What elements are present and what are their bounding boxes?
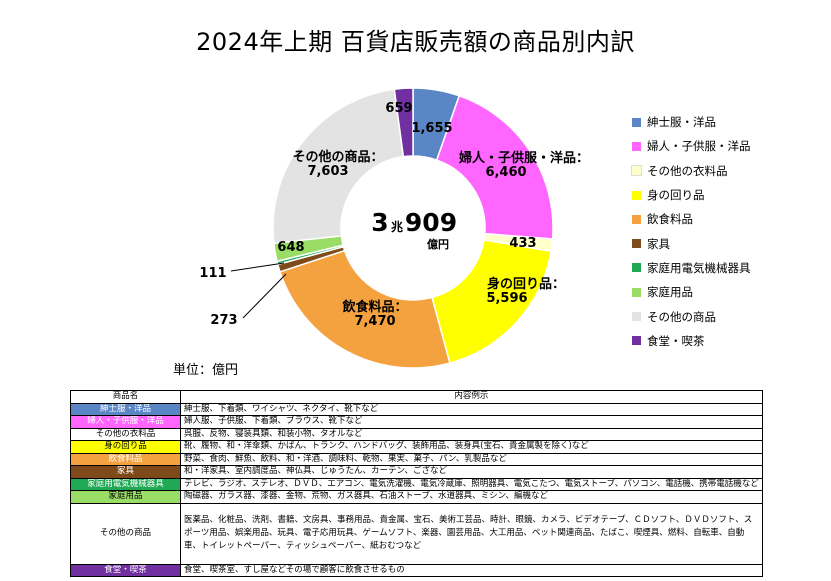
table-cell-description: 野菜、食肉、鮮魚、飲料、和・洋酒、調味料、乾物、果実、菓子、パン、乳製品など — [180, 452, 763, 466]
slice-value-label-5: 273 — [210, 313, 237, 328]
legend-swatch — [632, 117, 641, 127]
table-cell-description: 医薬品、化粧品、洗剤、書籍、文房具、事務用品、貴金属、宝石、美術工芸品、時計、眼… — [180, 502, 763, 565]
legend-item-9: 食堂・喫茶 — [632, 329, 751, 353]
slice-value-label-4: 7,470 — [354, 314, 395, 329]
table-cell-category: 婦人・子供服・洋品 — [70, 415, 181, 429]
slice-name-label-4: 飲食料品： — [341, 299, 407, 315]
table-cell-description: 陶磁器、ガラス器、漆器、金物、荒物、ガス器具、石油ストーブ、水道器具、ミシン、編… — [180, 490, 763, 504]
legend-item-1: 婦人・子供服・洋品 — [632, 134, 751, 158]
table-cell-description: 紳士服、下着類、ワイシャツ、ネクタイ、靴下など — [180, 402, 763, 416]
slice-value-label-7: 648 — [277, 240, 304, 255]
legend-label: 家庭用品 — [647, 285, 693, 300]
table-row: 身の回り品 靴、履物、和・洋傘類、かばん、トランク、ハンドバッグ、装飾用品、装身具… — [70, 440, 763, 454]
data-labels: 1,655婦人・子供服・洋品：6,460433身の回り品：5,596飲食料品：7… — [199, 101, 589, 329]
slice-name-label-3: 身の回り品： — [487, 276, 565, 292]
table-row: 家庭用品 陶磁器、ガラス器、漆器、金物、荒物、ガス器具、石油ストーブ、水道器具、ミ… — [70, 490, 763, 504]
legend-item-0: 紳士服・洋品 — [632, 110, 751, 134]
chart-title: 2024年上期 百貨店販売額の商品別内訳 — [196, 28, 635, 56]
center-total-unit: 億円 — [427, 237, 449, 251]
table-cell-category: 飲食料品 — [70, 452, 181, 466]
donut-slices — [272, 87, 554, 369]
legend-item-5: 家具 — [632, 231, 751, 255]
table-cell-category: 家庭用電気機械器具 — [70, 477, 181, 491]
legend-item-8: その他の商品 — [632, 304, 751, 328]
legend-label: 身の回り品 — [647, 188, 705, 203]
legend-item-3: 身の回り品 — [632, 183, 751, 207]
center-total: 3 兆 909 億円 — [371, 208, 457, 251]
leader-lines — [230, 262, 287, 319]
table-row: その他の商品 医薬品、化粧品、洗剤、書籍、文房具、事務用品、貴金属、宝石、美術工芸… — [70, 502, 763, 565]
table-row: 婦人・子供服・洋品 婦人服、子供服、下着類、ブラウス、靴下など — [70, 415, 763, 429]
slice-value-label-2: 433 — [509, 236, 536, 251]
donut-chart: 1,655婦人・子供服・洋品：6,460433身の回り品：5,596飲食料品：7… — [199, 87, 589, 369]
category-table: 商品名 内容例示 紳士服・洋品 紳士服、下着類、ワイシャツ、ネクタイ、靴下など 婦人… — [70, 390, 763, 577]
table-cell-category: その他の衣料品 — [70, 427, 181, 441]
table-cell-category: 家具 — [70, 465, 181, 479]
slice-8 — [272, 88, 405, 245]
table-row: 紳士服・洋品 紳士服、下着類、ワイシャツ、ネクタイ、靴下など — [70, 402, 763, 416]
legend-item-2: その他の衣料品 — [631, 159, 751, 183]
legend-label: 家具 — [647, 236, 670, 251]
table-cell-description: 靴、履物、和・洋傘類、かばん、トランク、ハンドバッグ、装飾用品、装身具(宝石、貴… — [180, 440, 763, 454]
legend-swatch — [632, 214, 641, 224]
legend-label: 食堂・喫茶 — [647, 333, 705, 348]
slice-4 — [279, 249, 451, 369]
slice-value-label-3: 5,596 — [486, 291, 527, 306]
legend-label: その他の商品 — [647, 309, 716, 324]
slice-value-label-6: 111 — [199, 266, 226, 281]
table-row: 食堂・喫茶 食堂、喫茶室、すし屋などその場で顧客に飲食させるもの — [70, 563, 763, 577]
table-header-name: 商品名 — [70, 390, 181, 404]
legend-label: 婦人・子供服・洋品 — [647, 139, 751, 154]
table-header-row: 商品名 内容例示 — [70, 390, 763, 404]
table-row: 家具 和・洋家具、室内調度品、神仏具、じゅうたん、カーテン、ござなど — [70, 465, 763, 479]
legend-swatch — [632, 141, 641, 151]
table-cell-category: 食堂・喫茶 — [70, 563, 181, 577]
leader-line-5 — [242, 273, 287, 319]
table-cell-category: 家庭用品 — [70, 490, 181, 504]
legend-swatch — [632, 336, 641, 346]
table-cell-description: テレビ、ラジオ、ステレオ、ＤＶＤ、エアコン、電気洗濯機、電気冷蔵庫、照明器具、電… — [180, 477, 763, 491]
center-total-big-a: 3 — [371, 208, 388, 237]
unit-label: 単位：億円 — [173, 363, 239, 378]
legend-swatch — [632, 287, 641, 297]
table-cell-category: 身の回り品 — [70, 440, 181, 454]
slice-name-label-1: 婦人・子供服・洋品： — [458, 150, 589, 166]
legend: 紳士服・洋品婦人・子供服・洋品 その他の衣料品 身の回り品飲食料品家具家庭用電気機械… — [631, 110, 751, 353]
center-total-big-b: 909 — [405, 208, 457, 237]
slice-value-label-9: 659 — [385, 101, 412, 116]
legend-label: 飲食料品 — [647, 212, 693, 227]
slice-value-label-1: 6,460 — [485, 165, 526, 180]
legend-item-6: 家庭用電気機械器具 — [632, 256, 751, 280]
legend-swatch — [632, 263, 641, 273]
legend-item-4: 飲食料品 — [632, 207, 751, 231]
table-cell-description: 和・洋家具、室内調度品、神仏具、じゅうたん、カーテン、ござなど — [180, 465, 763, 479]
legend-label: その他の衣料品 — [647, 163, 728, 178]
table-row: 飲食料品 野菜、食肉、鮮魚、飲料、和・洋酒、調味料、乾物、果実、菓子、パン、乳製品… — [70, 452, 763, 466]
legend-swatch — [632, 190, 641, 200]
table-cell-description: 食堂、喫茶室、すし屋などその場で顧客に飲食させるもの — [180, 563, 763, 577]
table-cell-category: その他の商品 — [70, 502, 181, 565]
legend-item-7: 家庭用品 — [632, 280, 751, 304]
slice-1 — [435, 94, 554, 240]
table-cell-category: 紳士服・洋品 — [70, 402, 181, 416]
leader-line-6 — [230, 262, 285, 272]
slice-value-label-0: 1,655 — [411, 121, 452, 136]
slice-3 — [431, 239, 552, 364]
table-row: その他の衣料品 呉服、反物、寝装具類、和装小物、タオルなど — [70, 427, 763, 441]
legend-label: 紳士服・洋品 — [647, 115, 716, 130]
slice-value-label-8: 7,603 — [307, 164, 348, 179]
table-row: 家庭用電気機械器具 テレビ、ラジオ、ステレオ、ＤＶＤ、エアコン、電気洗濯機、電気冷… — [70, 477, 763, 491]
table-cell-description: 婦人服、子供服、下着類、ブラウス、靴下など — [180, 415, 763, 429]
legend-label: 家庭用電気機械器具 — [647, 260, 751, 275]
legend-swatch — [631, 165, 642, 177]
table-header-desc: 内容例示 — [180, 390, 763, 404]
slice-9 — [393, 87, 414, 158]
slice-name-label-8: その他の商品： — [292, 149, 383, 165]
center-total-small: 兆 — [391, 219, 403, 234]
legend-swatch — [632, 239, 641, 249]
table-cell-description: 呉服、反物、寝装具類、和装小物、タオルなど — [180, 427, 763, 441]
legend-swatch — [632, 312, 641, 322]
